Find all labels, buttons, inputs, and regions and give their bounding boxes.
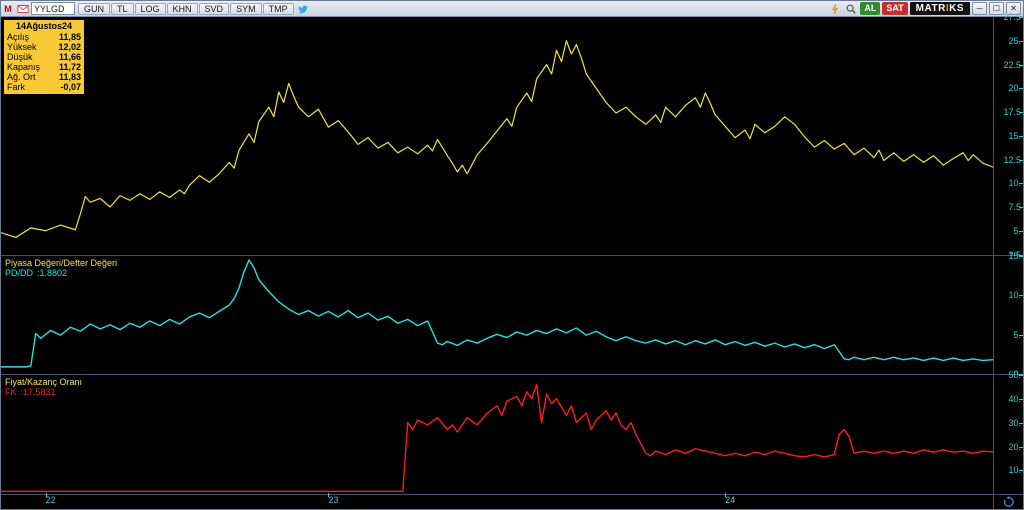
ohlc-value: -0,07 (51, 82, 81, 92)
ticker-text: YYLGD (34, 4, 65, 14)
ohlc-value: 11,66 (51, 52, 81, 62)
pd-pane[interactable]: Piyasa Değeri/Defter Değeri PD/DD :1.880… (1, 256, 1023, 376)
toolbar-btn-sym[interactable]: SYM (230, 3, 262, 15)
fk-plot[interactable]: Fiyat/Kazanç Oranı FK :17.5831 (1, 375, 993, 494)
twitter-icon[interactable] (296, 2, 310, 16)
ohlc-value: 11,83 (51, 72, 81, 82)
pd-val: :1.8802 (37, 268, 67, 278)
pd-sym: PD/DD (5, 268, 33, 278)
lightning-icon[interactable] (828, 2, 842, 16)
fk-title: Fiyat/Kazanç Oranı (5, 377, 82, 387)
xtick: 23 (328, 495, 338, 505)
brand-pre: MATR (916, 3, 946, 14)
toolbar-left: M YYLGD GUNTLLOGKHNSVDSYMTMP (1, 2, 310, 16)
pd-title: Piyasa Değeri/Defter Değeri (5, 258, 117, 268)
sell-button[interactable]: SAT (882, 2, 907, 15)
toolbar-btn-log[interactable]: LOG (135, 3, 166, 15)
fk-sym: FK (5, 387, 17, 397)
pd-header: Piyasa Değeri/Defter Değeri PD/DD :1.880… (5, 258, 117, 278)
fk-header: Fiyat/Kazanç Oranı FK :17.5831 (5, 377, 82, 397)
ohlc-value: 12,02 (51, 42, 81, 52)
price-yaxis: 2.55.7.510.12.515.17.520.22.525.27.5 (993, 17, 1023, 255)
chart-panes: 14Ağustos24 Açılış 11,85 Yüksek 12,02 Düşük 1… (1, 17, 1023, 494)
chart-window: M YYLGD GUNTLLOGKHNSVDSYMTMP AL SAT MA (0, 0, 1024, 510)
price-pane[interactable]: 14Ağustos24 Açılış 11,85 Yüksek 12,02 Düşük 1… (1, 17, 1023, 256)
ohlc-label: Kapanış (7, 62, 40, 72)
maximize-icon[interactable]: ☐ (989, 2, 1004, 15)
pd-plot[interactable]: Piyasa Değeri/Defter Değeri PD/DD :1.880… (1, 256, 993, 375)
mail-icon[interactable] (16, 2, 30, 16)
xtick: 22 (46, 495, 56, 505)
ohlc-value: 11,85 (51, 32, 81, 42)
ohlc-row: Düşük 11,66 (7, 52, 81, 62)
ohlc-row: Fark -0,07 (7, 82, 81, 92)
toolbar-btn-gun[interactable]: GUN (78, 3, 110, 15)
ohlc-row: Açılış 11,85 (7, 32, 81, 42)
toolbar-btn-svd[interactable]: SVD (199, 3, 230, 15)
fk-val: :17.5831 (21, 387, 56, 397)
toolbar-btn-khn[interactable]: KHN (167, 3, 198, 15)
app-m-icon: M (1, 2, 15, 16)
ohlc-label: Fark (7, 82, 25, 92)
search-icon[interactable] (844, 2, 858, 16)
refresh-corner[interactable] (993, 495, 1023, 509)
toolbar-right: AL SAT MATRIKS ─ ☐ ✕ (828, 2, 1023, 16)
ohlc-label: Açılış (7, 32, 29, 42)
time-axis: 22 23 24 (1, 494, 1023, 509)
minimize-icon[interactable]: ─ (972, 2, 987, 15)
pd-yaxis: 0.5.10.15. (993, 256, 1023, 375)
brand-logo: MATRIKS (910, 2, 970, 15)
ohlc-row: Kapanış 11,72 (7, 62, 81, 72)
ohlc-label: Düşük (7, 52, 33, 62)
xtick: 24 (725, 495, 735, 505)
fk-yaxis: 10.20.30.40.50. (993, 375, 1023, 494)
buy-button[interactable]: AL (860, 2, 880, 15)
ohlc-box: 14Ağustos24 Açılış 11,85 Yüksek 12,02 Düşük 1… (3, 19, 85, 95)
ohlc-row: Ağ. Ort 11,83 (7, 72, 81, 82)
price-plot[interactable]: 14Ağustos24 Açılış 11,85 Yüksek 12,02 Düşük 1… (1, 17, 993, 255)
brand-post: KS (949, 3, 964, 14)
ohlc-value: 11,72 (51, 62, 81, 72)
ohlc-label: Yüksek (7, 42, 37, 52)
time-axis-plot: 22 23 24 (1, 495, 993, 509)
fk-pane[interactable]: Fiyat/Kazanç Oranı FK :17.5831 10.20.30.… (1, 375, 1023, 494)
toolbar-btn-tmp[interactable]: TMP (263, 3, 294, 15)
ohlc-date: 14Ağustos24 (7, 21, 81, 31)
ohlc-row: Yüksek 12,02 (7, 42, 81, 52)
ohlc-label: Ağ. Ort (7, 72, 36, 82)
ticker-input[interactable]: YYLGD (31, 2, 75, 15)
toolbar: M YYLGD GUNTLLOGKHNSVDSYMTMP AL SAT MA (1, 1, 1023, 17)
toolbar-btn-tl[interactable]: TL (111, 3, 134, 15)
refresh-icon[interactable] (1003, 496, 1015, 508)
